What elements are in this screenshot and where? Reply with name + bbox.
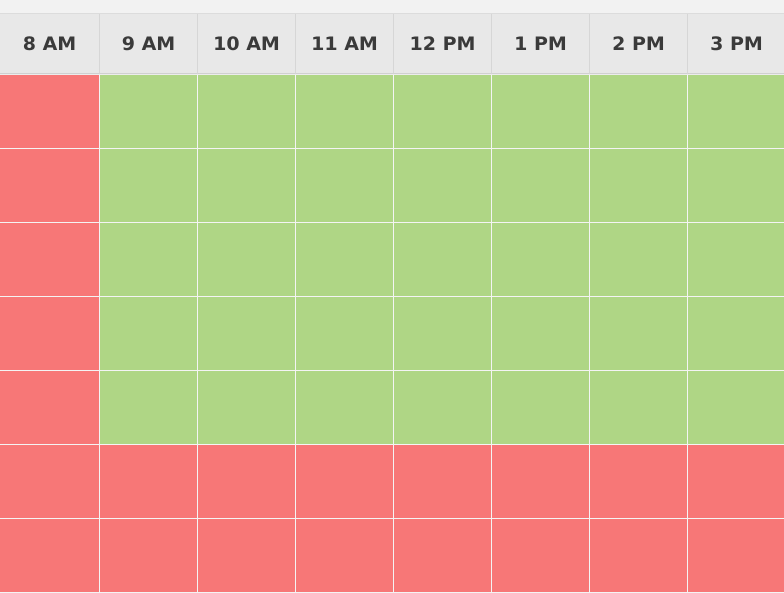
time-slot [100, 445, 198, 519]
time-slot [492, 75, 590, 149]
time-slot [100, 519, 198, 593]
time-slot [394, 519, 492, 593]
time-slot [100, 149, 198, 223]
column-header: 12 PM [394, 14, 492, 74]
time-slot [394, 371, 492, 445]
time-slot [296, 519, 394, 593]
time-slot [198, 75, 296, 149]
time-slot [296, 223, 394, 297]
schedule-grid: 8 AM 9 AM 10 AM 11 AM 12 PM 1 PM 2 PM 3 PM [0, 14, 784, 593]
time-slot [590, 149, 688, 223]
time-slot [100, 75, 198, 149]
time-slot [296, 445, 394, 519]
time-slot [688, 519, 784, 593]
time-slot [492, 371, 590, 445]
time-slot [688, 223, 784, 297]
column-header: 8 AM [0, 14, 100, 74]
time-slot [198, 223, 296, 297]
time-slot [0, 223, 100, 297]
time-slot [198, 519, 296, 593]
time-slot [100, 297, 198, 371]
time-slot [198, 297, 296, 371]
time-slot [296, 297, 394, 371]
time-slot [296, 149, 394, 223]
column-header: 3 PM [688, 14, 784, 74]
time-slot [688, 75, 784, 149]
top-strip [0, 0, 784, 14]
time-slot [100, 223, 198, 297]
time-slot [492, 445, 590, 519]
column-header: 11 AM [296, 14, 394, 74]
time-slot [590, 519, 688, 593]
column-header: 9 AM [100, 14, 198, 74]
time-slot [394, 75, 492, 149]
time-slot [688, 149, 784, 223]
time-slot [394, 297, 492, 371]
time-slot [590, 445, 688, 519]
time-slot [394, 149, 492, 223]
time-slot [394, 445, 492, 519]
column-header: 2 PM [590, 14, 688, 74]
time-slot [0, 297, 100, 371]
time-slot [394, 223, 492, 297]
time-slot [0, 149, 100, 223]
column-header: 1 PM [492, 14, 590, 74]
time-slot [492, 519, 590, 593]
time-slot [296, 75, 394, 149]
time-slot [0, 519, 100, 593]
time-slot [492, 223, 590, 297]
time-slot [590, 297, 688, 371]
time-slot [688, 297, 784, 371]
time-slot [492, 149, 590, 223]
time-slot [296, 371, 394, 445]
time-slot [100, 371, 198, 445]
column-header: 10 AM [198, 14, 296, 74]
time-slot [0, 445, 100, 519]
time-slot [0, 75, 100, 149]
time-slot [0, 371, 100, 445]
time-slot [590, 75, 688, 149]
time-slot [688, 371, 784, 445]
time-slot [590, 371, 688, 445]
time-slot [198, 445, 296, 519]
time-slot [688, 445, 784, 519]
time-slot [492, 297, 590, 371]
time-slot [198, 371, 296, 445]
time-slot [198, 149, 296, 223]
time-slot [590, 223, 688, 297]
